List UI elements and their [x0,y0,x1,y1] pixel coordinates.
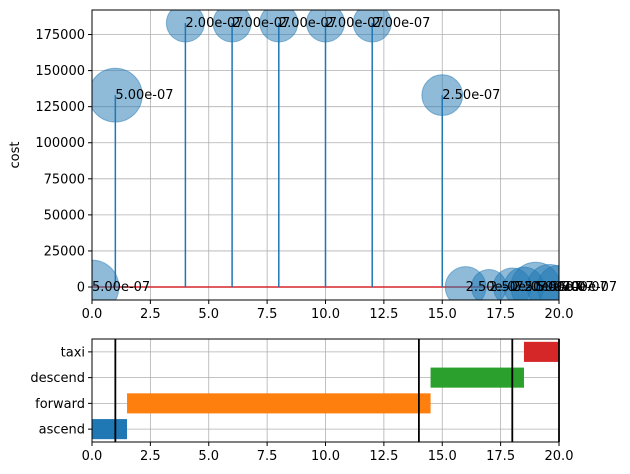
y-tick-label: 125000 [35,100,85,115]
category-label: ascend [39,423,85,438]
gantt-bar-taxi [523,341,559,362]
bubble-label: 2.50e-07 [524,280,582,295]
bubble-point [421,74,464,116]
bubble-label: 2.50e-07 [512,280,570,295]
bubble-point [352,10,392,43]
y-tick-label: 50000 [44,208,85,223]
bubble-point [306,10,345,43]
bubble-label: 5.00e-07 [559,280,617,295]
x-tick-label: 17.5 [486,449,515,464]
plot-area-top [92,10,559,300]
bubble-point [165,10,205,43]
x-tick-label: 5.0 [198,307,219,322]
category-label: forward [35,397,85,412]
bubble-label: 2.00e-07 [372,16,430,31]
x-tick-label: 2.5 [140,449,161,464]
bubble-label: 2.00e-07 [279,16,337,31]
x-tick-label: 17.5 [486,307,515,322]
x-tick-label: 2.5 [140,307,161,322]
x-tick-label: 15.0 [428,449,457,464]
y-tick-label: 75000 [44,172,85,187]
gantt-bar-ascend [92,419,128,440]
bubble-label: 5.00e-07 [550,280,608,295]
x-tick-label: 10.0 [311,449,340,464]
category-label: descend [30,371,85,386]
bubble-label: 2.50e-07 [489,280,547,295]
bubble-label: 2.00e-07 [185,16,243,31]
x-tick-label: 5.0 [198,449,219,464]
bubble-point [536,264,559,300]
x-tick-label: 12.5 [369,307,398,322]
x-tick-label: 20.0 [545,449,574,464]
y-tick-label: 25000 [44,244,85,259]
y-tick-label: 150000 [35,64,85,79]
gantt-bar-descend [430,367,524,388]
x-tick-label: 20.0 [545,307,574,322]
y-tick-label: 100000 [35,136,85,151]
y-axis-label: cost [8,142,23,169]
y-tick-label: 0 [77,281,85,296]
stem-bubble-chart: 5.00e-075.00e-072.00e-072.00e-072.00e-07… [8,9,617,322]
category-label: taxi [61,345,85,360]
bubble-label: 2.50e-07 [466,280,524,295]
bubble-point [259,10,299,43]
bubble-label: 2.50e-07 [442,88,500,103]
plot-area-bottom [92,341,559,440]
x-tick-label: 15.0 [428,307,457,322]
x-tick-label: 12.5 [369,449,398,464]
bubble-label: 5.00e-07 [115,88,173,103]
bubble-point [92,67,143,123]
gantt-bar-forward [127,393,431,414]
bubble-point [212,10,252,43]
gantt-chart: 0.0 2.5 5.0 7.5 10.0 12.5 15.0 17.5 20.0 ascend fo… [30,338,574,464]
x-tick-label: 10.0 [311,307,340,322]
x-tick-label: 0.0 [82,449,103,464]
bubble-label: 2.00e-07 [232,16,290,31]
y-tick-label: 175000 [35,28,85,43]
bubble-label: 5.00e-07 [92,280,150,295]
x-tick-label: 0.0 [82,307,103,322]
bubble-label: 5.00e-07 [536,280,594,295]
x-tick-label: 7.5 [257,449,278,464]
bubble-label: 2.00e-07 [326,16,384,31]
x-tick-label: 7.5 [257,307,278,322]
